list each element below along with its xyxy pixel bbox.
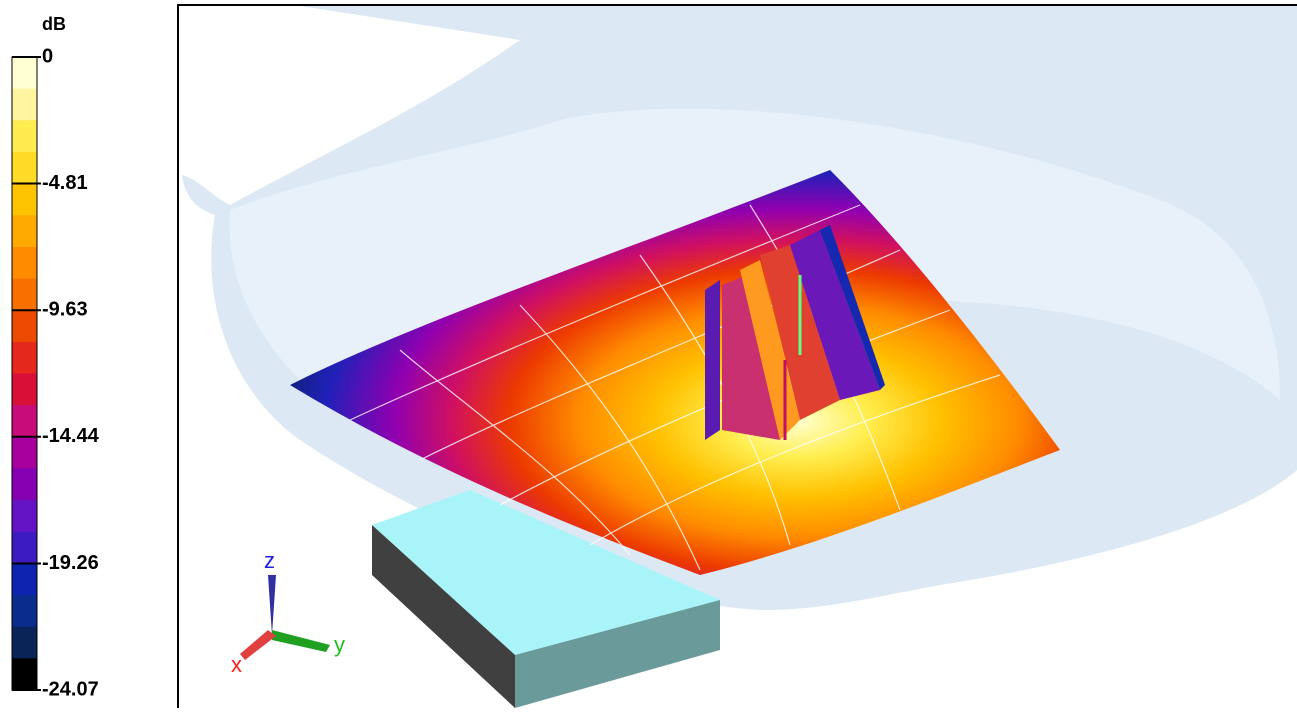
colorbar-band [12, 500, 37, 533]
axis-label-z: z [264, 548, 275, 573]
colorbar-band [12, 341, 37, 374]
colorbar-band [12, 468, 37, 501]
colorbar-tick-label: -14.44 [42, 425, 100, 447]
colorbar-band [12, 57, 37, 90]
colorbar-band [12, 246, 37, 280]
colorbar-band [12, 120, 37, 153]
colorbar-band [12, 658, 37, 691]
colorbar-band [12, 626, 37, 659]
colorbar-band [12, 215, 37, 248]
field-surface [290, 170, 1060, 575]
colorbar-band [12, 310, 37, 343]
axis-label-y: y [334, 632, 345, 657]
colorbar-tick-label: -24.07 [42, 678, 99, 700]
scene: z y x [182, 6, 1297, 708]
colorbar-band [12, 531, 37, 564]
colorbar-band [12, 373, 37, 406]
axis-triad: z y x [231, 548, 345, 677]
colorbar-band [12, 563, 37, 596]
colorbar-tick-label: -4.81 [42, 172, 88, 194]
axis-label-x: x [231, 652, 242, 677]
fins [705, 225, 885, 440]
colorbar-unit: dB [42, 14, 66, 34]
colorbar-band [12, 278, 37, 311]
block-front [515, 600, 720, 708]
block-side [372, 525, 515, 708]
colorbar-band [12, 183, 37, 216]
block-top [372, 490, 720, 655]
colorbar-tick-label: -19.26 [42, 552, 99, 574]
colorbar-band [12, 595, 37, 628]
colorbar-band [12, 436, 37, 469]
colorbar: dB 0 -4.81 -9.63 -14.44 -19.26 -24.07 [11, 14, 100, 700]
colorbar-band [12, 88, 37, 121]
colorbar-band [12, 405, 37, 438]
colorbar-tick-label: 0 [42, 45, 53, 67]
colorbar-tick-label: -9.63 [42, 299, 88, 321]
colorbar-band [12, 151, 37, 185]
